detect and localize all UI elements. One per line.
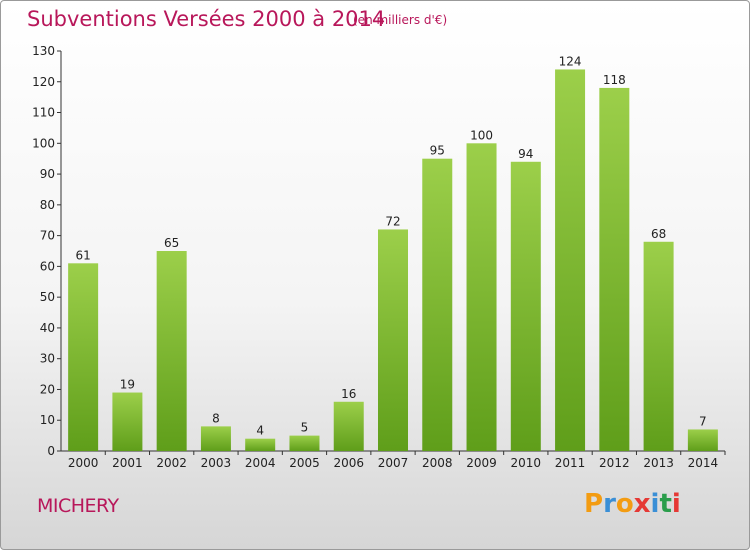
logo-letter: i [671, 489, 681, 519]
y-tick-label: 110 [32, 106, 55, 120]
bar-value-label: 94 [518, 147, 533, 161]
bar-2013 [643, 241, 674, 451]
logo-letter: o [615, 489, 634, 519]
bar-2006 [333, 401, 364, 451]
x-tick-label: 2000 [68, 456, 99, 470]
y-tick-label: 60 [40, 259, 55, 273]
logo-letter: i [650, 489, 660, 519]
y-tick-label: 90 [40, 167, 55, 181]
bar-value-label: 72 [385, 214, 400, 228]
bar-value-label: 8 [212, 411, 220, 425]
bar-value-label: 16 [341, 387, 356, 401]
bar-2008 [422, 158, 453, 451]
bars-group: 61 19 65 8 4 5 16 72 95 100 94 124 118 68 7 [68, 54, 718, 452]
proxiti-logo: Proxiti [584, 489, 681, 519]
y-tick-label: 120 [32, 75, 55, 89]
y-tick-label: 50 [40, 290, 55, 304]
bar-value-label: 124 [559, 54, 582, 68]
bar-value-label: 61 [75, 248, 90, 262]
x-tick-label: 2005 [289, 456, 320, 470]
logo-letter: t [659, 489, 672, 519]
x-tick-label: 2003 [201, 456, 232, 470]
x-tick-label: 2010 [511, 456, 542, 470]
x-tick-label: 2012 [599, 456, 630, 470]
bar-2009 [466, 143, 497, 452]
y-tick-label: 0 [47, 444, 55, 458]
bar-value-label: 65 [164, 236, 179, 250]
y-tick-label: 30 [40, 352, 55, 366]
x-tick-label: 2011 [555, 456, 586, 470]
bar-2014 [687, 429, 718, 451]
y-tick-label: 80 [40, 198, 55, 212]
bar-2000 [68, 263, 99, 451]
bar-2010 [510, 161, 541, 451]
y-tick-label: 20 [40, 382, 55, 396]
bar-2005 [289, 435, 320, 451]
bar-2007 [378, 229, 408, 451]
chart-title: Subventions Versées 2000 à 2014 [27, 7, 386, 31]
x-tick-label: 2014 [688, 456, 719, 470]
bar-2012 [599, 87, 630, 451]
x-tick-label: 2004 [245, 456, 276, 470]
bar-value-label: 68 [651, 227, 666, 241]
bar-value-label: 5 [301, 421, 309, 435]
bar-value-label: 95 [430, 144, 445, 158]
x-tick-label: 2009 [466, 456, 497, 470]
bar-value-label: 118 [603, 73, 626, 87]
x-tick-label: 2006 [333, 456, 364, 470]
bar-value-label: 19 [120, 378, 135, 392]
y-tick-label: 40 [40, 321, 55, 335]
commune-name: MICHERY [37, 495, 119, 517]
x-tick-label: 2001 [112, 456, 143, 470]
chart-unit-note: (en milliers d'€) [353, 13, 448, 27]
bar-2011 [555, 69, 586, 451]
bar-2004 [245, 438, 276, 451]
y-tick-label: 70 [40, 229, 55, 243]
bar-value-label: 100 [470, 128, 493, 142]
bar-2001 [112, 392, 143, 451]
x-tick-label: 2013 [643, 456, 674, 470]
logo-letter: r [603, 489, 616, 519]
x-tick-label: 2008 [422, 456, 453, 470]
y-tick-label: 100 [32, 136, 55, 150]
y-tick-label: 130 [32, 44, 55, 58]
bar-2002 [156, 251, 187, 451]
x-tick-label: 2007 [378, 456, 409, 470]
y-tick-label: 10 [40, 413, 55, 427]
logo-letter: x [633, 489, 651, 519]
axes: 0 10 20 30 40 50 60 70 80 90 100 110 120 130 2000 2001 2… [32, 44, 726, 470]
bar-value-label: 4 [256, 424, 264, 438]
x-tick-label: 2002 [156, 456, 187, 470]
bar-value-label: 7 [699, 414, 707, 428]
logo-letter: P [584, 489, 604, 519]
bar-2003 [200, 426, 231, 451]
